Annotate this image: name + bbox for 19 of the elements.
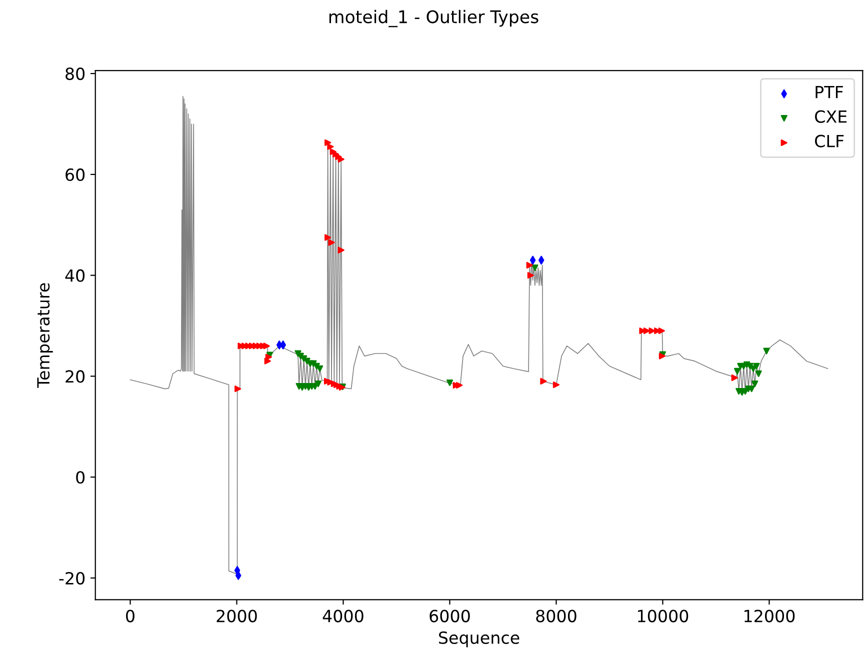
x-tick-label: 4000 bbox=[322, 610, 364, 622]
y-tick-label: 40 bbox=[65, 269, 85, 282]
y-axis-title: Temperature bbox=[37, 283, 53, 388]
x-tick-label: 0 bbox=[126, 610, 134, 622]
y-tick-label: 60 bbox=[66, 168, 85, 181]
y-tick-label: 0 bbox=[76, 471, 85, 484]
x-axis-title: Sequence bbox=[439, 631, 520, 648]
y-tick-label: 20 bbox=[66, 370, 85, 383]
chart-title: moteid_1 - Outlier Types bbox=[329, 10, 538, 28]
x-tick-label: 2000 bbox=[216, 610, 257, 622]
x-tick-label: 12000 bbox=[744, 610, 795, 622]
legend-label: CLF bbox=[815, 134, 844, 148]
y-tick-label: 80 bbox=[66, 68, 85, 80]
x-tick-label: 10000 bbox=[638, 610, 688, 622]
y-tick-label: -20 bbox=[59, 572, 85, 585]
x-tick-label: 6000 bbox=[430, 610, 470, 622]
x-tick-label: 8000 bbox=[536, 610, 576, 622]
legend-label: CXE bbox=[815, 110, 847, 123]
legend-label: PTF bbox=[816, 86, 843, 98]
